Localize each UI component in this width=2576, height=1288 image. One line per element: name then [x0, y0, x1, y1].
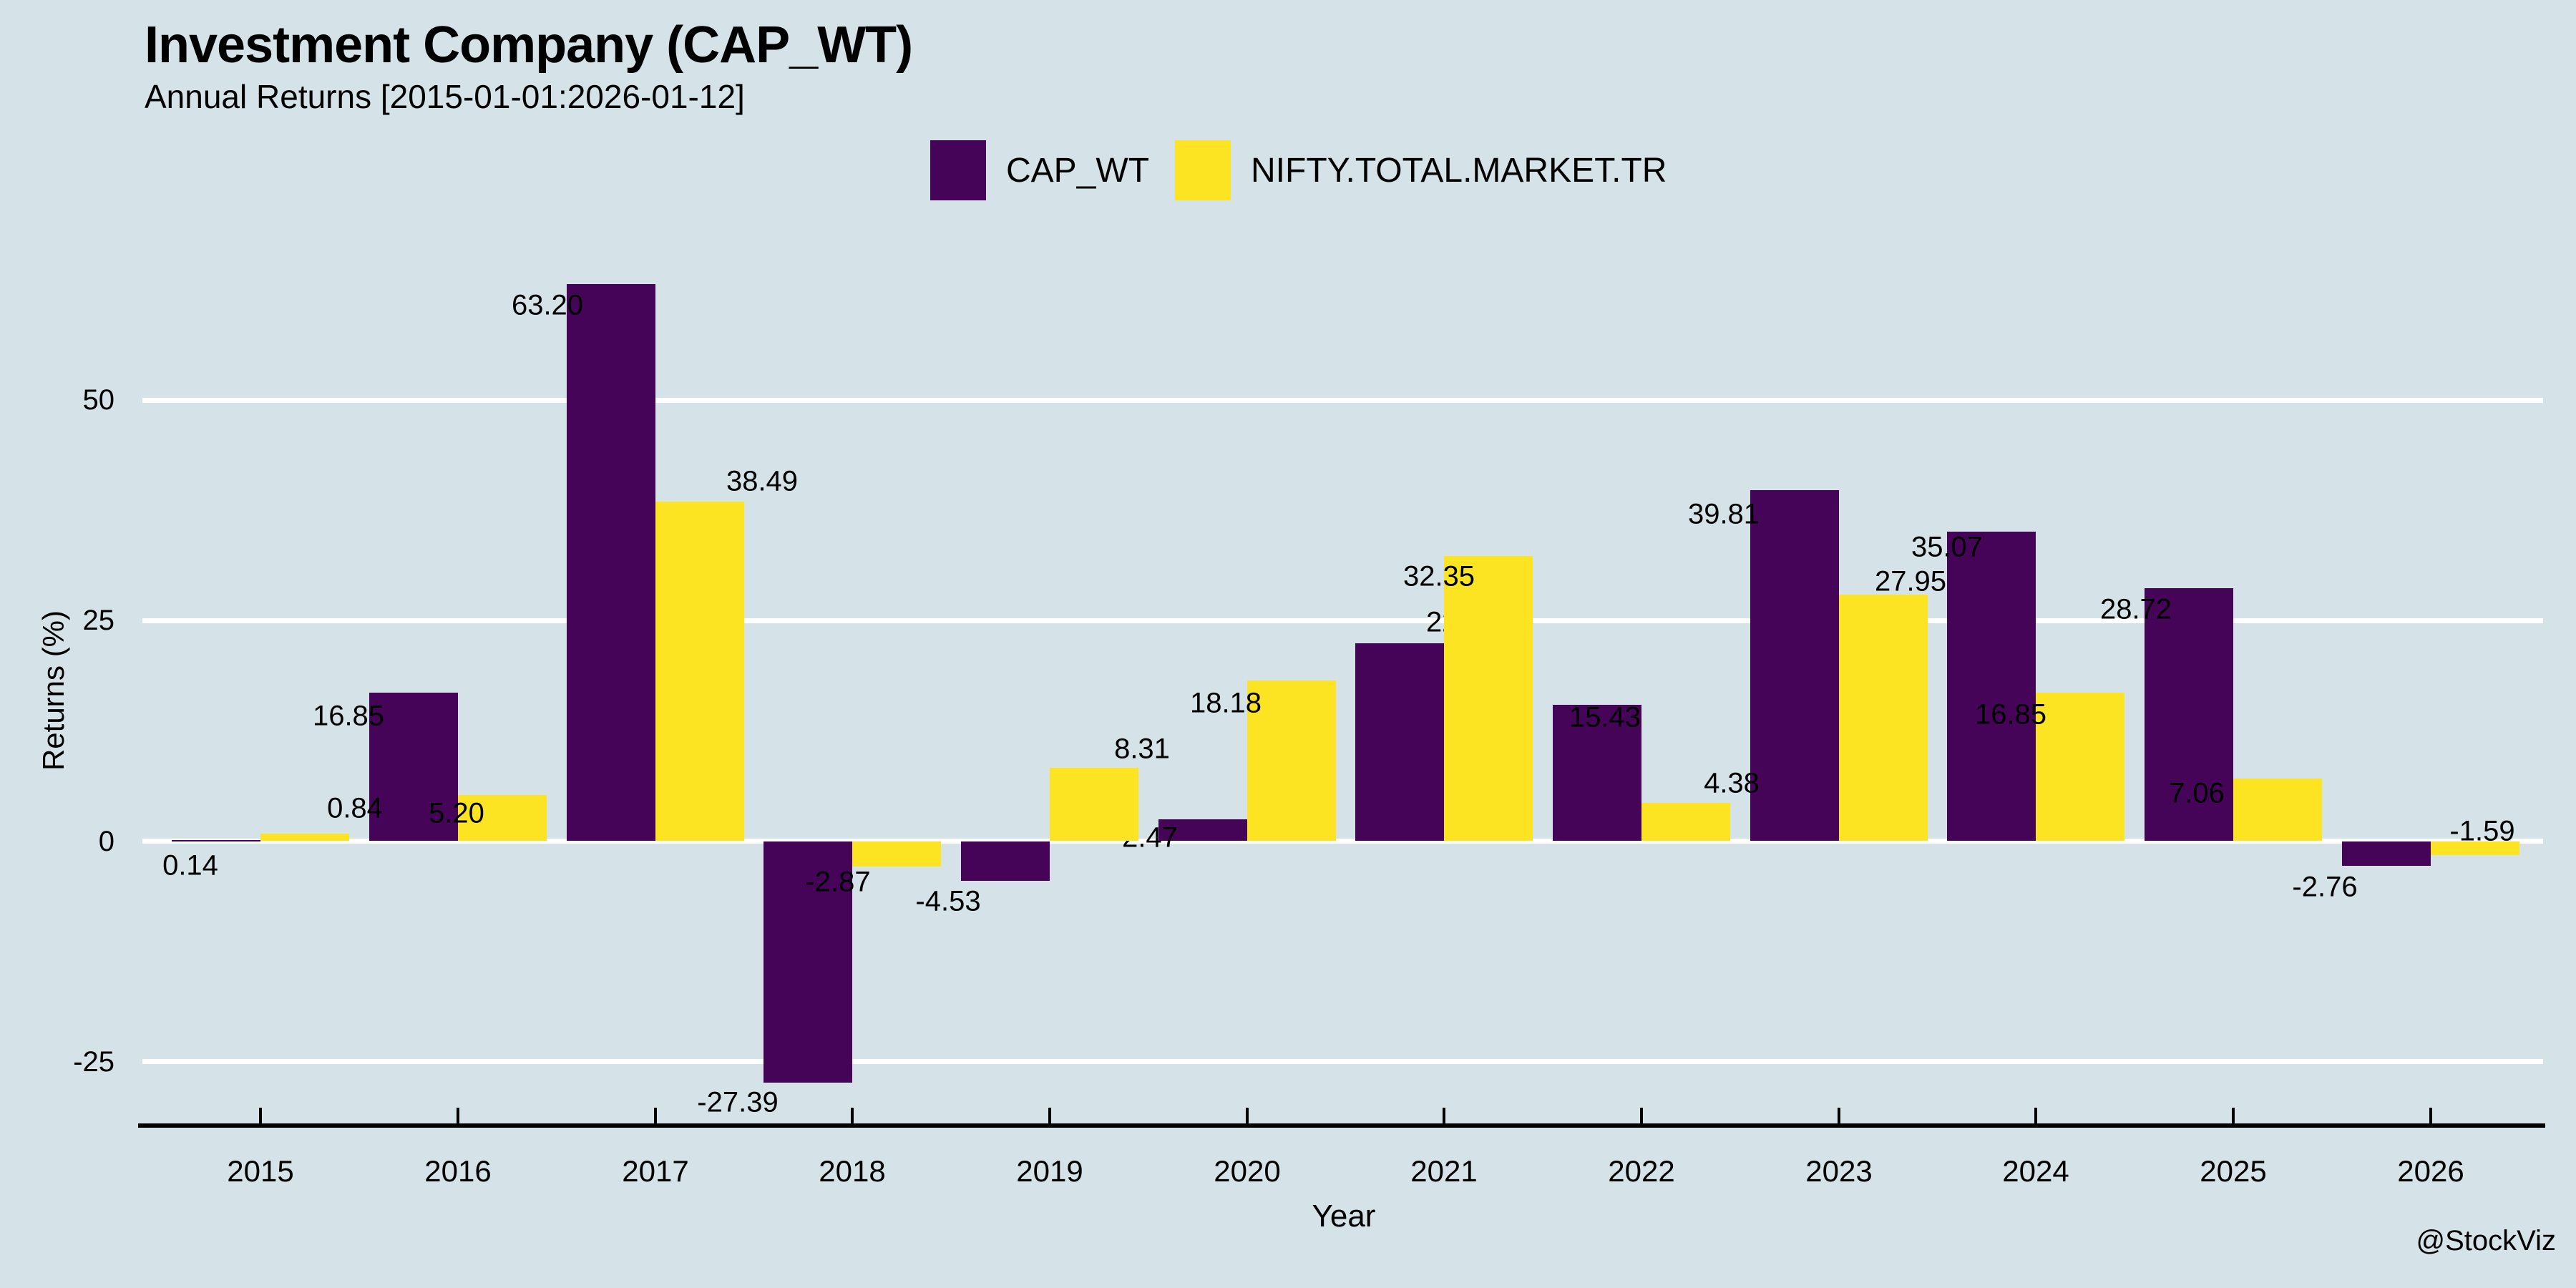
chart-subtitle: Annual Returns [2015-01-01:2026-01-12]	[145, 78, 745, 115]
bar-value-label-nifty-2019: 8.31	[1114, 733, 1170, 765]
x-tick-label-2015: 2015	[227, 1154, 294, 1188]
legend-label-nifty: NIFTY.TOTAL.MARKET.TR	[1251, 151, 1667, 190]
x-tick-2022	[1640, 1108, 1643, 1123]
x-tick-label-2025: 2025	[2200, 1154, 2267, 1188]
watermark: @StockViz	[2416, 1225, 2557, 1257]
gridline--25	[142, 1059, 2543, 1065]
bar-nifty-2021	[1444, 555, 1533, 841]
bar-value-label-nifty-2026: -1.59	[2449, 815, 2515, 847]
x-tick-label-2019: 2019	[1016, 1154, 1083, 1188]
bar-nifty-2020	[1247, 680, 1336, 841]
x-tick-label-2018: 2018	[819, 1154, 886, 1188]
x-tick-2017	[654, 1108, 657, 1123]
bar-value-label-cap-wt-2025: 28.72	[2099, 593, 2172, 625]
bar-value-label-cap-wt-2015: 0.14	[162, 849, 218, 882]
y-tick-label--25: -25	[73, 1045, 114, 1078]
bar-cap-wt-2024	[1947, 532, 2036, 841]
gridline-25	[142, 618, 2543, 623]
x-tick-label-2020: 2020	[1214, 1154, 1281, 1188]
x-tick-label-2017: 2017	[622, 1154, 689, 1188]
x-tick-label-2026: 2026	[2397, 1154, 2464, 1188]
x-axis-title: Year	[1312, 1199, 1376, 1234]
bar-cap-wt-2018	[763, 841, 852, 1083]
y-tick-label-0: 0	[98, 825, 114, 857]
bar-value-label-nifty-2023: 27.95	[1874, 565, 1947, 597]
bar-value-label-cap-wt-2016: 16.85	[312, 700, 385, 732]
x-axis-line	[138, 1123, 2545, 1128]
bar-nifty-2018	[852, 841, 941, 867]
bar-value-label-nifty-2015: 0.84	[327, 792, 383, 824]
x-tick-label-2022: 2022	[1608, 1154, 1675, 1188]
bar-cap-wt-2021	[1355, 643, 1444, 841]
bar-nifty-2026	[2431, 841, 2519, 856]
legend: CAP_WT NIFTY.TOTAL.MARKET.TR	[930, 140, 1667, 200]
x-tick-2024	[2034, 1108, 2037, 1123]
chart-title: Investment Company (CAP_WT)	[145, 16, 913, 74]
gridline-0	[142, 839, 2543, 844]
legend-label-cap-wt: CAP_WT	[1006, 151, 1150, 190]
bar-cap-wt-2025	[2145, 587, 2233, 841]
bar-cap-wt-2017	[567, 283, 655, 841]
bar-nifty-2025	[2233, 779, 2322, 841]
bar-value-label-nifty-2025: 7.06	[2169, 777, 2225, 809]
legend-item-nifty: NIFTY.TOTAL.MARKET.TR	[1175, 140, 1667, 200]
bar-cap-wt-2016	[369, 692, 458, 841]
x-tick-label-2024: 2024	[2002, 1154, 2069, 1188]
bar-value-label-nifty-2022: 4.38	[1704, 767, 1760, 799]
bar-nifty-2019	[1050, 768, 1138, 841]
x-tick-2016	[457, 1108, 459, 1123]
x-tick-2026	[2429, 1108, 2432, 1123]
bar-value-label-nifty-2018: -2.87	[805, 866, 871, 898]
bar-nifty-2022	[1641, 802, 1730, 841]
x-tick-2025	[2232, 1108, 2235, 1123]
bar-cap-wt-2019	[961, 841, 1050, 882]
x-tick-2018	[851, 1108, 854, 1123]
y-axis-title: Returns (%)	[36, 610, 70, 771]
bar-cap-wt-2026	[2342, 841, 2431, 866]
bar-value-label-nifty-2024: 16.85	[1974, 698, 2047, 731]
bar-nifty-2015	[260, 834, 349, 841]
legend-swatch-nifty-icon	[1175, 140, 1231, 200]
bar-value-label-cap-wt-2023: 39.81	[1687, 498, 1760, 530]
bar-nifty-2016	[458, 795, 547, 841]
x-tick-label-2021: 2021	[1410, 1154, 1478, 1188]
gridline-50	[142, 397, 2543, 403]
x-tick-label-2016: 2016	[424, 1154, 492, 1188]
x-tick-2023	[1838, 1108, 1840, 1123]
bar-value-label-nifty-2017: 38.49	[726, 465, 799, 497]
bar-value-label-cap-wt-2019: -4.53	[915, 885, 981, 917]
bar-cap-wt-2020	[1158, 819, 1247, 841]
x-tick-2019	[1048, 1108, 1051, 1123]
bar-nifty-2023	[1839, 595, 1928, 841]
bar-cap-wt-2015	[172, 839, 260, 841]
x-tick-2021	[1443, 1108, 1445, 1123]
bar-value-label-cap-wt-2017: 63.20	[511, 289, 584, 321]
bar-nifty-2017	[655, 502, 744, 841]
bar-nifty-2024	[2036, 692, 2124, 841]
bar-value-label-nifty-2016: 5.20	[429, 797, 484, 829]
bar-value-label-nifty-2021: 32.35	[1402, 560, 1475, 592]
y-tick-label-25: 25	[82, 605, 115, 637]
bar-value-label-cap-wt-2024: 35.07	[1911, 531, 1984, 563]
legend-item-cap-wt: CAP_WT	[930, 140, 1149, 200]
x-tick-label-2023: 2023	[1805, 1154, 1873, 1188]
bar-value-label-cap-wt-2026: -2.76	[2292, 871, 2358, 903]
bar-value-label-cap-wt-2018: -27.39	[697, 1086, 779, 1118]
x-tick-2015	[259, 1108, 262, 1123]
bar-value-label-cap-wt-2022: 15.43	[1568, 701, 1641, 733]
x-tick-2020	[1246, 1108, 1249, 1123]
bar-value-label-nifty-2020: 18.18	[1189, 687, 1262, 719]
legend-swatch-cap-wt-icon	[930, 140, 986, 200]
y-tick-label-50: 50	[82, 384, 115, 416]
bar-cap-wt-2022	[1553, 705, 1641, 841]
bar-cap-wt-2023	[1750, 489, 1839, 841]
